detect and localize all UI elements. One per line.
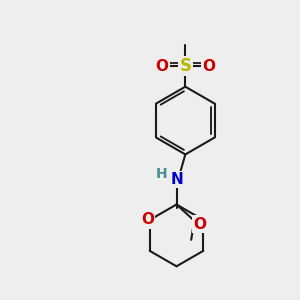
- Text: N: N: [170, 172, 183, 187]
- Text: O: O: [155, 58, 168, 74]
- Text: O: O: [193, 217, 206, 232]
- Text: O: O: [141, 212, 154, 227]
- Text: H: H: [156, 167, 168, 181]
- Text: S: S: [179, 57, 191, 75]
- Text: O: O: [202, 58, 215, 74]
